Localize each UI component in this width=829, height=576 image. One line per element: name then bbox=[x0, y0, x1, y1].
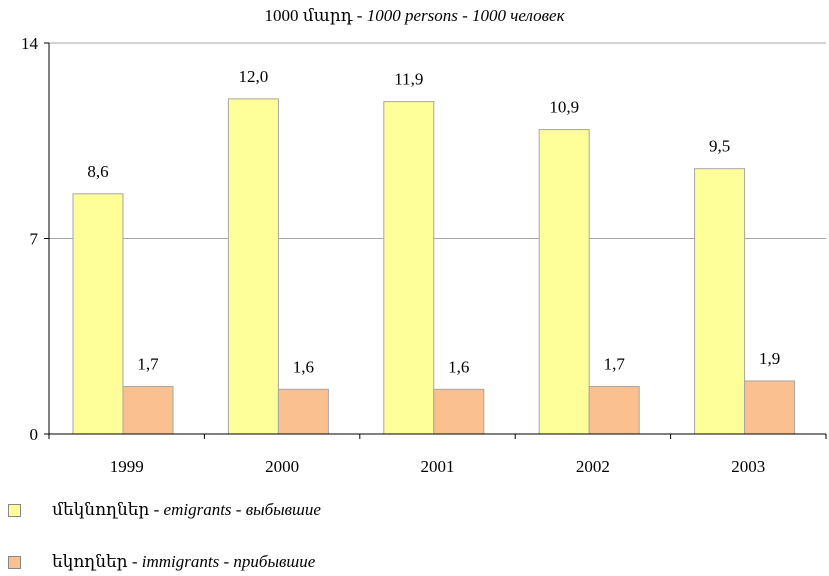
chart-unit-title: 1000 մարդ - 1000 persons - 1000 человек bbox=[0, 6, 829, 26]
y-tick-label-0: 0 bbox=[30, 425, 39, 444]
data-label-0-2002: 10,9 bbox=[549, 98, 579, 117]
y-tick-label-14: 14 bbox=[21, 34, 39, 53]
bar-1-2000 bbox=[277, 388, 329, 435]
x-tick-label-1999: 1999 bbox=[110, 457, 144, 476]
bar-1-2002 bbox=[588, 386, 640, 435]
x-tick-label-2003: 2003 bbox=[731, 457, 765, 476]
bar-1-2003 bbox=[744, 380, 796, 435]
data-label-0-2001: 11,9 bbox=[394, 70, 423, 89]
data-label-0-1999: 8,6 bbox=[87, 162, 108, 181]
data-label-1-2002: 1,7 bbox=[604, 355, 626, 374]
data-label-1-2003: 1,9 bbox=[759, 349, 780, 368]
x-tick-label-2001: 2001 bbox=[421, 457, 455, 476]
data-label-1-2000: 1,6 bbox=[293, 357, 314, 376]
x-tick-label-2000: 2000 bbox=[265, 457, 299, 476]
bar-0-2002 bbox=[538, 129, 590, 435]
bar-1-1999 bbox=[122, 386, 174, 435]
bar-0-2000 bbox=[227, 98, 279, 435]
unit-ru: 1000 человек bbox=[472, 6, 565, 25]
data-label-0-2003: 9,5 bbox=[709, 137, 730, 156]
bar-0-2003 bbox=[694, 168, 746, 435]
x-tick-label-2002: 2002 bbox=[576, 457, 610, 476]
y-tick-label-7: 7 bbox=[30, 230, 39, 249]
bar-1-2001 bbox=[433, 388, 485, 435]
data-label-0-2000: 12,0 bbox=[239, 67, 269, 86]
unit-arm: 1000 մարդ - bbox=[264, 6, 367, 25]
bar-0-1999 bbox=[72, 193, 124, 435]
data-label-1-2001: 1,6 bbox=[448, 357, 469, 376]
bar-0-2001 bbox=[383, 101, 435, 435]
unit-sep: - bbox=[457, 6, 473, 25]
data-label-1-1999: 1,7 bbox=[137, 355, 159, 374]
unit-en: 1000 persons bbox=[366, 6, 458, 25]
